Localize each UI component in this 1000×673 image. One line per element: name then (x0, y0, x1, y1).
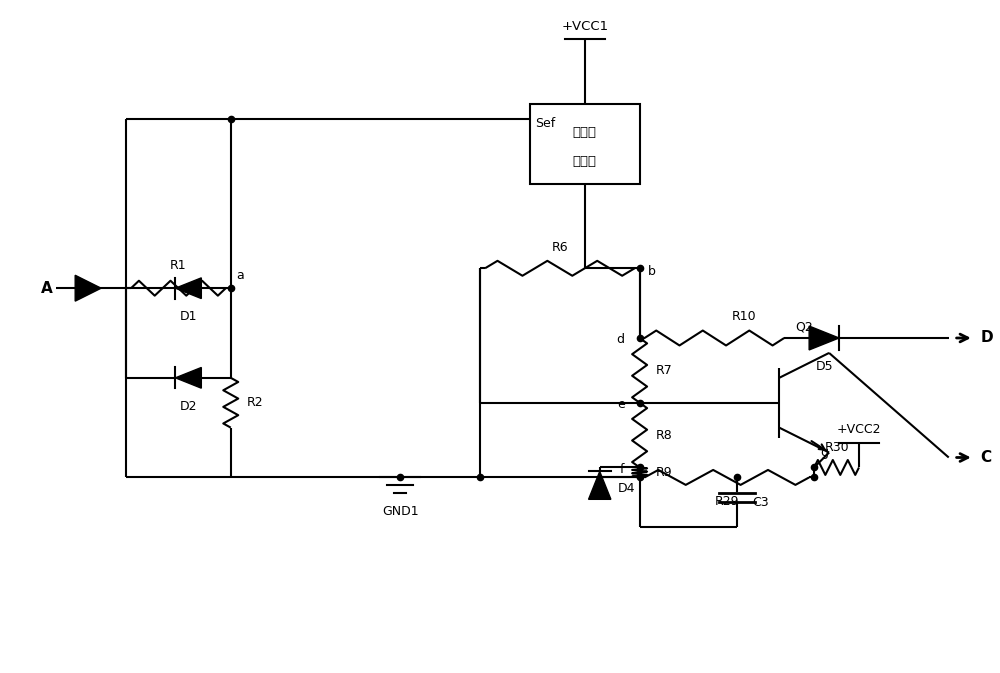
Polygon shape (75, 275, 101, 301)
Text: R9: R9 (656, 466, 672, 479)
Text: R30: R30 (824, 441, 849, 454)
Text: g: g (820, 446, 828, 460)
Text: +VCC1: +VCC1 (561, 20, 608, 33)
Text: b: b (648, 264, 655, 278)
Text: A: A (40, 281, 52, 295)
Text: R10: R10 (732, 310, 757, 323)
Text: D5: D5 (815, 360, 833, 373)
Text: R2: R2 (247, 396, 263, 409)
Text: a: a (237, 269, 244, 282)
Text: 流器件: 流器件 (573, 155, 597, 168)
Text: Q2: Q2 (795, 320, 813, 333)
Text: R6: R6 (552, 242, 568, 254)
Text: D4: D4 (618, 482, 635, 495)
Text: R7: R7 (656, 364, 672, 377)
Polygon shape (175, 278, 201, 299)
Bar (530, 104, 640, 184)
Text: D2: D2 (180, 400, 197, 413)
Text: D1: D1 (180, 310, 197, 323)
Text: D: D (981, 330, 993, 345)
Polygon shape (809, 326, 839, 350)
Text: e: e (617, 398, 625, 411)
Text: Sef: Sef (535, 117, 555, 130)
Text: R1: R1 (170, 259, 187, 273)
Text: R29: R29 (715, 495, 739, 508)
Text: f: f (620, 463, 625, 476)
Text: R8: R8 (656, 429, 672, 441)
Text: d: d (617, 334, 625, 347)
Text: C3: C3 (752, 496, 768, 509)
Text: GND1: GND1 (382, 505, 419, 518)
Text: C: C (981, 450, 992, 465)
Polygon shape (589, 472, 611, 499)
Text: 开关扩: 开关扩 (573, 127, 597, 139)
Text: +VCC2: +VCC2 (837, 423, 881, 435)
Polygon shape (175, 367, 201, 388)
